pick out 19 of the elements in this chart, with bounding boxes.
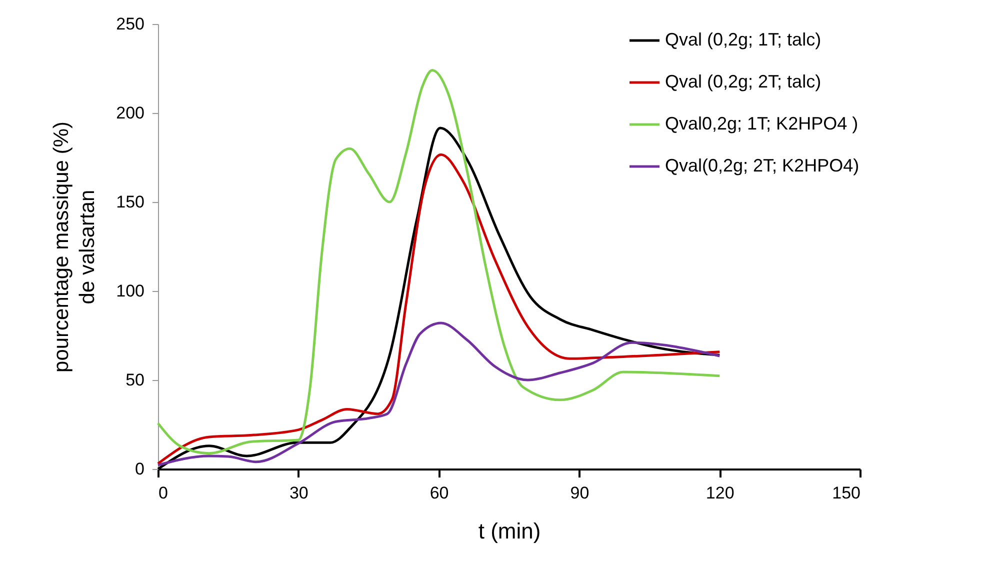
legend-label: Qval (0,2g; 1T; talc) [665, 30, 822, 50]
y-tick-label: 200 [116, 104, 144, 122]
x-tick-label: 120 [706, 484, 734, 502]
y-tick-label: 150 [116, 192, 144, 212]
x-tick-label: 90 [570, 484, 590, 502]
x-tick-label: 60 [430, 484, 449, 502]
line-series [156, 322, 721, 466]
legend-label: Qval(0,2g; 2T; K2HPO4) [665, 156, 860, 176]
y-tick-label: 0 [135, 460, 144, 478]
y-tick-label: 50 [126, 370, 144, 390]
legend-label: Qval (0,2g; 2T; talc) [665, 72, 822, 92]
y-tick-label: 100 [116, 282, 144, 300]
x-tick-label: 150 [832, 484, 860, 502]
x-tick-label: 30 [289, 484, 308, 502]
y-axis-title: pourcentage massique (%) de valsartan [50, 122, 100, 372]
x-tick-label: 0 [158, 484, 168, 502]
legend-label: Qval0,2g; 1T; K2HPO4 ) [665, 114, 858, 134]
y-tick-label: 250 [116, 14, 144, 34]
x-axis-title: t (min) [478, 518, 541, 544]
